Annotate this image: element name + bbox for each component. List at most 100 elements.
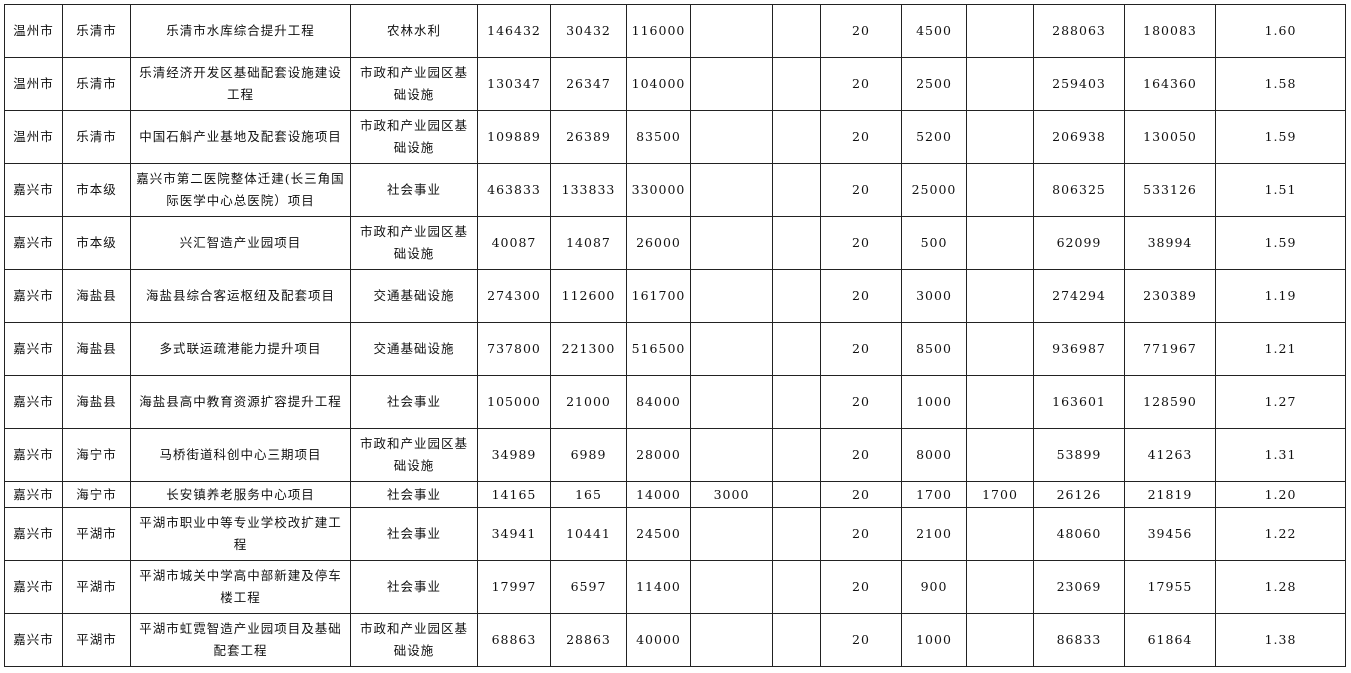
cell-coverage-ratio: 1.28 bbox=[1215, 560, 1346, 614]
cell-total-income: 274294 bbox=[1033, 269, 1125, 323]
cell-city: 嘉兴市 bbox=[4, 507, 63, 561]
cell-annual-amount: 3000 bbox=[901, 269, 967, 323]
cell-total-investment: 274300 bbox=[477, 269, 551, 323]
cell-col-12 bbox=[966, 560, 1034, 614]
cell-self-funding: 30432 bbox=[550, 4, 627, 58]
cell-col-8 bbox=[690, 4, 773, 58]
cell-term-years: 20 bbox=[820, 322, 902, 376]
cell-col-9 bbox=[772, 428, 821, 482]
cell-category: 社会事业 bbox=[350, 507, 478, 561]
cell-category: 市政和产业园区基础设施 bbox=[350, 110, 478, 164]
cell-total-income: 62099 bbox=[1033, 216, 1125, 270]
cell-total-investment: 737800 bbox=[477, 322, 551, 376]
cell-term-years: 20 bbox=[820, 4, 902, 58]
cell-total-investment: 146432 bbox=[477, 4, 551, 58]
cell-total-cost: 39456 bbox=[1124, 507, 1216, 561]
cell-total-income: 163601 bbox=[1033, 375, 1125, 429]
cell-total-cost: 230389 bbox=[1124, 269, 1216, 323]
cell-project-name: 海盐县高中教育资源扩容提升工程 bbox=[130, 375, 351, 429]
cell-city: 温州市 bbox=[4, 4, 63, 58]
cell-bond-amount: 11400 bbox=[626, 560, 691, 614]
cell-col-9 bbox=[772, 375, 821, 429]
cell-coverage-ratio: 1.20 bbox=[1215, 481, 1346, 508]
cell-category: 市政和产业园区基础设施 bbox=[350, 428, 478, 482]
cell-col-9 bbox=[772, 4, 821, 58]
cell-bond-amount: 516500 bbox=[626, 322, 691, 376]
cell-total-income: 53899 bbox=[1033, 428, 1125, 482]
cell-self-funding: 21000 bbox=[550, 375, 627, 429]
cell-county: 乐清市 bbox=[62, 4, 131, 58]
cell-coverage-ratio: 1.58 bbox=[1215, 57, 1346, 111]
table-row: 嘉兴市 市本级 兴汇智造产业园项目 市政和产业园区基础设施 40087 14087 2600… bbox=[4, 216, 1346, 270]
cell-category: 社会事业 bbox=[350, 163, 478, 217]
cell-total-income: 288063 bbox=[1033, 4, 1125, 58]
cell-self-funding: 26389 bbox=[550, 110, 627, 164]
cell-bond-amount: 84000 bbox=[626, 375, 691, 429]
table-row: 嘉兴市 平湖市 平湖市城关中学高中部新建及停车楼工程 社会事业 17997 6597 114… bbox=[4, 560, 1346, 614]
cell-coverage-ratio: 1.60 bbox=[1215, 4, 1346, 58]
cell-col-8 bbox=[690, 507, 773, 561]
cell-project-name: 海盐县综合客运枢纽及配套项目 bbox=[130, 269, 351, 323]
cell-total-cost: 164360 bbox=[1124, 57, 1216, 111]
cell-annual-amount: 8000 bbox=[901, 428, 967, 482]
table-row: 嘉兴市 海盐县 海盐县综合客运枢纽及配套项目 交通基础设施 274300 112600 16… bbox=[4, 269, 1346, 323]
table-row: 温州市 乐清市 乐清市水库综合提升工程 农林水利 146432 30432 116000 20… bbox=[4, 4, 1346, 58]
cell-project-name: 平湖市职业中等专业学校改扩建工程 bbox=[130, 507, 351, 561]
cell-total-income: 26126 bbox=[1033, 481, 1125, 508]
cell-bond-amount: 161700 bbox=[626, 269, 691, 323]
cell-self-funding: 14087 bbox=[550, 216, 627, 270]
cell-term-years: 20 bbox=[820, 57, 902, 111]
cell-category: 市政和产业园区基础设施 bbox=[350, 613, 478, 667]
cell-col-9 bbox=[772, 322, 821, 376]
cell-self-funding: 112600 bbox=[550, 269, 627, 323]
cell-total-cost: 771967 bbox=[1124, 322, 1216, 376]
cell-total-cost: 130050 bbox=[1124, 110, 1216, 164]
cell-total-investment: 105000 bbox=[477, 375, 551, 429]
cell-col-12 bbox=[966, 375, 1034, 429]
cell-total-investment: 68863 bbox=[477, 613, 551, 667]
cell-annual-amount: 2100 bbox=[901, 507, 967, 561]
cell-annual-amount: 1000 bbox=[901, 613, 967, 667]
cell-col-8 bbox=[690, 269, 773, 323]
table-row: 温州市 乐清市 乐清经济开发区基础配套设施建设工程 市政和产业园区基础设施 130347… bbox=[4, 57, 1346, 111]
cell-category: 农林水利 bbox=[350, 4, 478, 58]
cell-total-income: 206938 bbox=[1033, 110, 1125, 164]
cell-self-funding: 133833 bbox=[550, 163, 627, 217]
cell-total-investment: 109889 bbox=[477, 110, 551, 164]
cell-total-cost: 128590 bbox=[1124, 375, 1216, 429]
cell-project-name: 马桥街道科创中心三期项目 bbox=[130, 428, 351, 482]
cell-total-cost: 180083 bbox=[1124, 4, 1216, 58]
cell-term-years: 20 bbox=[820, 481, 902, 508]
cell-county: 市本级 bbox=[62, 163, 131, 217]
table-row: 嘉兴市 平湖市 平湖市职业中等专业学校改扩建工程 社会事业 34941 10441 2450… bbox=[4, 507, 1346, 561]
cell-project-name: 多式联运疏港能力提升项目 bbox=[130, 322, 351, 376]
cell-term-years: 20 bbox=[820, 613, 902, 667]
cell-self-funding: 6597 bbox=[550, 560, 627, 614]
cell-annual-amount: 4500 bbox=[901, 4, 967, 58]
cell-total-investment: 40087 bbox=[477, 216, 551, 270]
cell-coverage-ratio: 1.22 bbox=[1215, 507, 1346, 561]
cell-project-name: 乐清市水库综合提升工程 bbox=[130, 4, 351, 58]
cell-category: 市政和产业园区基础设施 bbox=[350, 216, 478, 270]
cell-col-9 bbox=[772, 216, 821, 270]
cell-total-cost: 41263 bbox=[1124, 428, 1216, 482]
cell-total-investment: 34941 bbox=[477, 507, 551, 561]
cell-county: 市本级 bbox=[62, 216, 131, 270]
cell-term-years: 20 bbox=[820, 560, 902, 614]
cell-category: 交通基础设施 bbox=[350, 269, 478, 323]
table-row: 嘉兴市 海盐县 多式联运疏港能力提升项目 交通基础设施 737800 221300 5165… bbox=[4, 322, 1346, 376]
cell-col-9 bbox=[772, 507, 821, 561]
cell-bond-amount: 40000 bbox=[626, 613, 691, 667]
cell-annual-amount: 25000 bbox=[901, 163, 967, 217]
project-table: 温州市 乐清市 乐清市水库综合提升工程 农林水利 146432 30432 116000 20… bbox=[4, 4, 1346, 667]
cell-self-funding: 6989 bbox=[550, 428, 627, 482]
table-row: 嘉兴市 市本级 嘉兴市第二医院整体迁建(长三角国际医学中心总医院）项目 社会事业 463… bbox=[4, 163, 1346, 217]
cell-bond-amount: 26000 bbox=[626, 216, 691, 270]
cell-city: 嘉兴市 bbox=[4, 613, 63, 667]
cell-self-funding: 221300 bbox=[550, 322, 627, 376]
cell-term-years: 20 bbox=[820, 375, 902, 429]
cell-project-name: 乐清经济开发区基础配套设施建设工程 bbox=[130, 57, 351, 111]
cell-project-name: 平湖市虹霓智造产业园项目及基础配套工程 bbox=[130, 613, 351, 667]
cell-col-12 bbox=[966, 269, 1034, 323]
cell-col-12 bbox=[966, 4, 1034, 58]
